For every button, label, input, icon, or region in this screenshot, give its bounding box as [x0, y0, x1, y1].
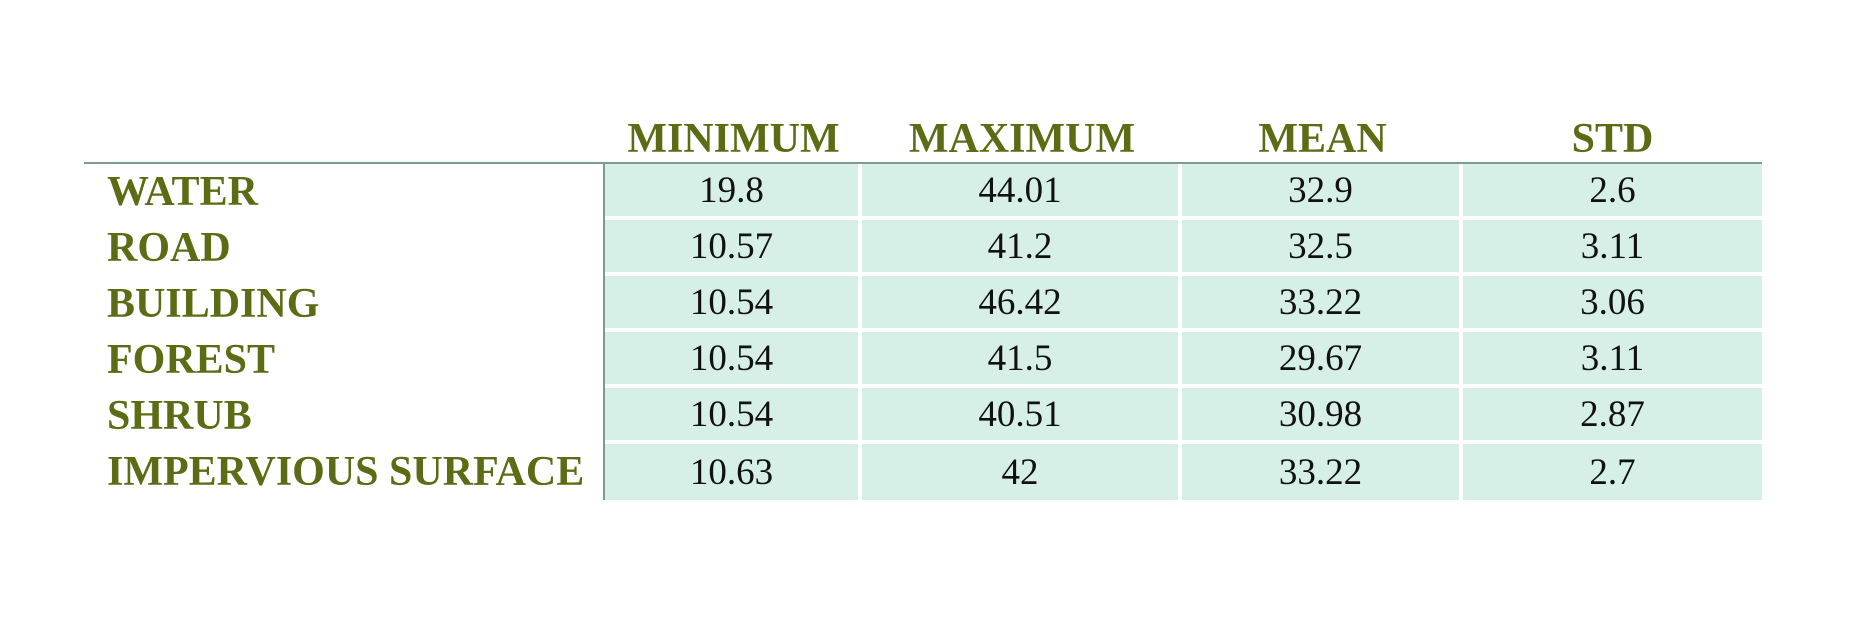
cell-shrub-minimum: 10.54 [605, 388, 862, 444]
table-row-forest: FOREST 10.54 41.5 29.67 3.11 [84, 332, 1762, 388]
row-label-shrub: SHRUB [84, 388, 605, 444]
cell-road-minimum: 10.57 [605, 220, 862, 276]
cell-water-maximum: 44.01 [862, 164, 1182, 220]
row-label-road: ROAD [84, 220, 605, 276]
row-label-building: BUILDING [84, 276, 605, 332]
cell-building-std: 3.06 [1463, 276, 1762, 332]
cell-road-std: 3.11 [1463, 220, 1762, 276]
cell-building-minimum: 10.54 [605, 276, 862, 332]
cell-forest-maximum: 41.5 [862, 332, 1182, 388]
cell-impervious-surface-std: 2.7 [1463, 444, 1762, 500]
column-header-minimum: MINIMUM [605, 103, 862, 164]
statistics-table: MINIMUM MAXIMUM MEAN STD WATER 19.8 44.0… [84, 103, 1762, 500]
cell-building-mean: 33.22 [1182, 276, 1463, 332]
column-header-mean: MEAN [1182, 103, 1463, 164]
cell-shrub-mean: 30.98 [1182, 388, 1463, 444]
row-label-forest: FOREST [84, 332, 605, 388]
table-row-impervious-surface: IMPERVIOUS SURFACE 10.63 42 33.22 2.7 [84, 444, 1762, 500]
table-row-road: ROAD 10.57 41.2 32.5 3.11 [84, 220, 1762, 276]
cell-impervious-surface-minimum: 10.63 [605, 444, 862, 500]
column-header-maximum: MAXIMUM [862, 103, 1182, 164]
cell-water-mean: 32.9 [1182, 164, 1463, 220]
cell-water-minimum: 19.8 [605, 164, 862, 220]
cell-road-mean: 32.5 [1182, 220, 1463, 276]
column-header-std: STD [1463, 103, 1762, 164]
row-label-water: WATER [84, 164, 605, 220]
cell-road-maximum: 41.2 [862, 220, 1182, 276]
header-row: MINIMUM MAXIMUM MEAN STD [84, 103, 1762, 164]
cell-impervious-surface-mean: 33.22 [1182, 444, 1463, 500]
cell-forest-mean: 29.67 [1182, 332, 1463, 388]
cell-forest-std: 3.11 [1463, 332, 1762, 388]
cell-impervious-surface-maximum: 42 [862, 444, 1182, 500]
table-row-water: WATER 19.8 44.01 32.9 2.6 [84, 164, 1762, 220]
cell-shrub-maximum: 40.51 [862, 388, 1182, 444]
table-row-building: BUILDING 10.54 46.42 33.22 3.06 [84, 276, 1762, 332]
corner-cell [84, 103, 605, 164]
table-row-shrub: SHRUB 10.54 40.51 30.98 2.87 [84, 388, 1762, 444]
cell-forest-minimum: 10.54 [605, 332, 862, 388]
cell-shrub-std: 2.87 [1463, 388, 1762, 444]
cell-water-std: 2.6 [1463, 164, 1762, 220]
row-label-impervious-surface: IMPERVIOUS SURFACE [84, 444, 605, 500]
cell-building-maximum: 46.42 [862, 276, 1182, 332]
